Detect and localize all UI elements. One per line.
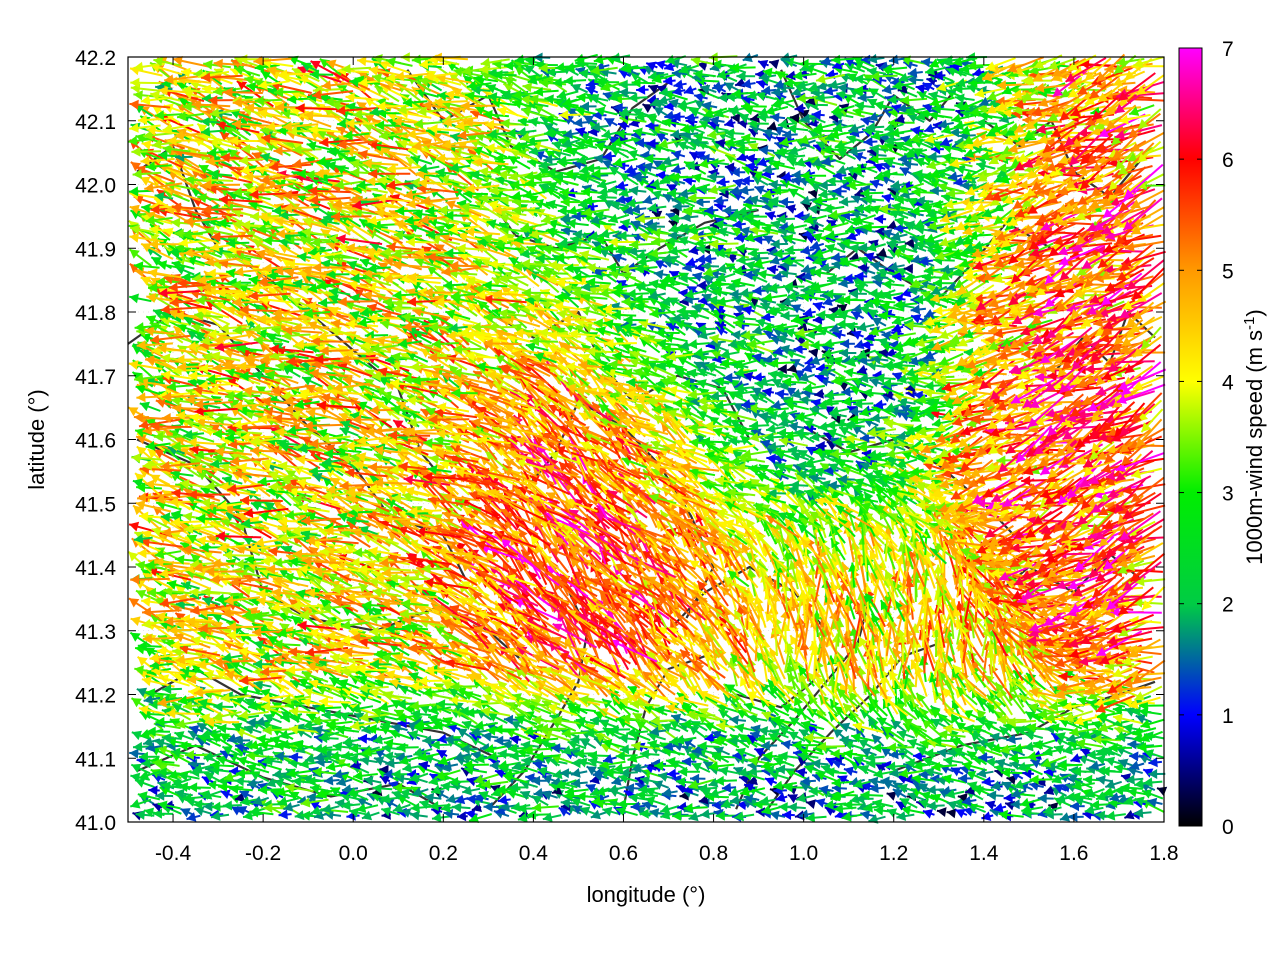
wind-vector-chart: -0.4 -0.2 0.0 0.2 0.4 0.6 0.8 1.0 1.2 1.4 1.6 1.841…: [0, 0, 1280, 960]
